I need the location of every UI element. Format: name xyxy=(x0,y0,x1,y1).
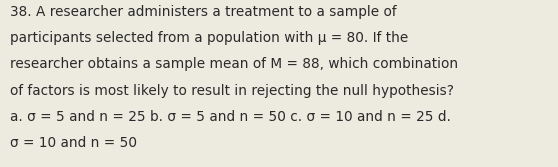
Text: researcher obtains a sample mean of M = 88, which combination: researcher obtains a sample mean of M = … xyxy=(10,57,458,71)
Text: σ = 10 and n = 50: σ = 10 and n = 50 xyxy=(10,136,137,150)
Text: of factors is most likely to result in rejecting the null hypothesis?: of factors is most likely to result in r… xyxy=(10,84,454,98)
Text: 38. A researcher administers a treatment to a sample of: 38. A researcher administers a treatment… xyxy=(10,5,397,19)
Text: a. σ = 5 and n = 25 b. σ = 5 and n = 50 c. σ = 10 and n = 25 d.: a. σ = 5 and n = 25 b. σ = 5 and n = 50 … xyxy=(10,110,451,124)
Text: participants selected from a population with μ = 80. If the: participants selected from a population … xyxy=(10,31,408,45)
